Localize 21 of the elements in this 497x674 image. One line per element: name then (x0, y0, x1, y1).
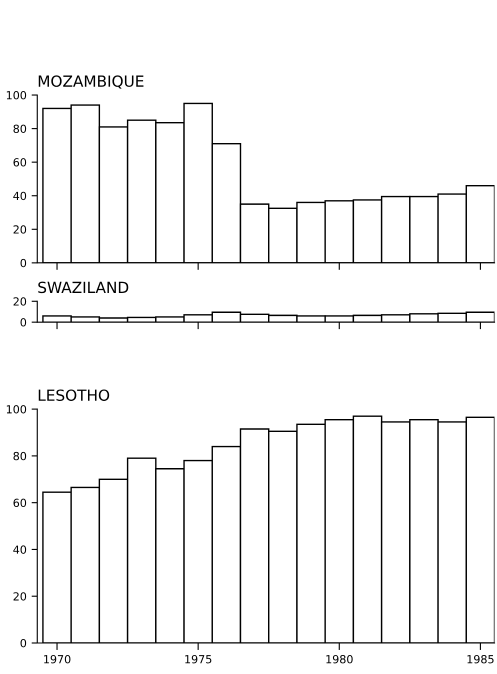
y-tick-label: 60 (13, 498, 26, 508)
y-tick-label: 80 (13, 124, 26, 133)
x-tick-label: 1970 (44, 655, 70, 664)
y-tick-label: 0 (20, 258, 26, 268)
x-tick-label: 1975 (185, 655, 212, 664)
y-tick-label: 60 (13, 158, 26, 167)
y-tick-label: 0 (20, 318, 26, 327)
y-tick-label: 100 (6, 405, 26, 414)
y-tick-label: 100 (6, 91, 26, 100)
y-tick-label: 20 (14, 297, 26, 306)
y-tick-label: 20 (14, 592, 26, 601)
y-tick-label: 20 (14, 225, 26, 234)
chart-title: MOZAMBIQUE (38, 75, 144, 89)
y-tick-label: 80 (13, 452, 26, 460)
y-tick-label: 40 (13, 545, 26, 554)
y-tick-label: 0 (20, 638, 26, 648)
x-tick-label: 1985 (467, 655, 494, 664)
chart-title: SWAZILAND (38, 282, 128, 294)
y-tick-label: 40 (13, 192, 26, 200)
x-tick-label: 1980 (326, 655, 353, 664)
chart-title: LESOTHO (38, 389, 110, 401)
